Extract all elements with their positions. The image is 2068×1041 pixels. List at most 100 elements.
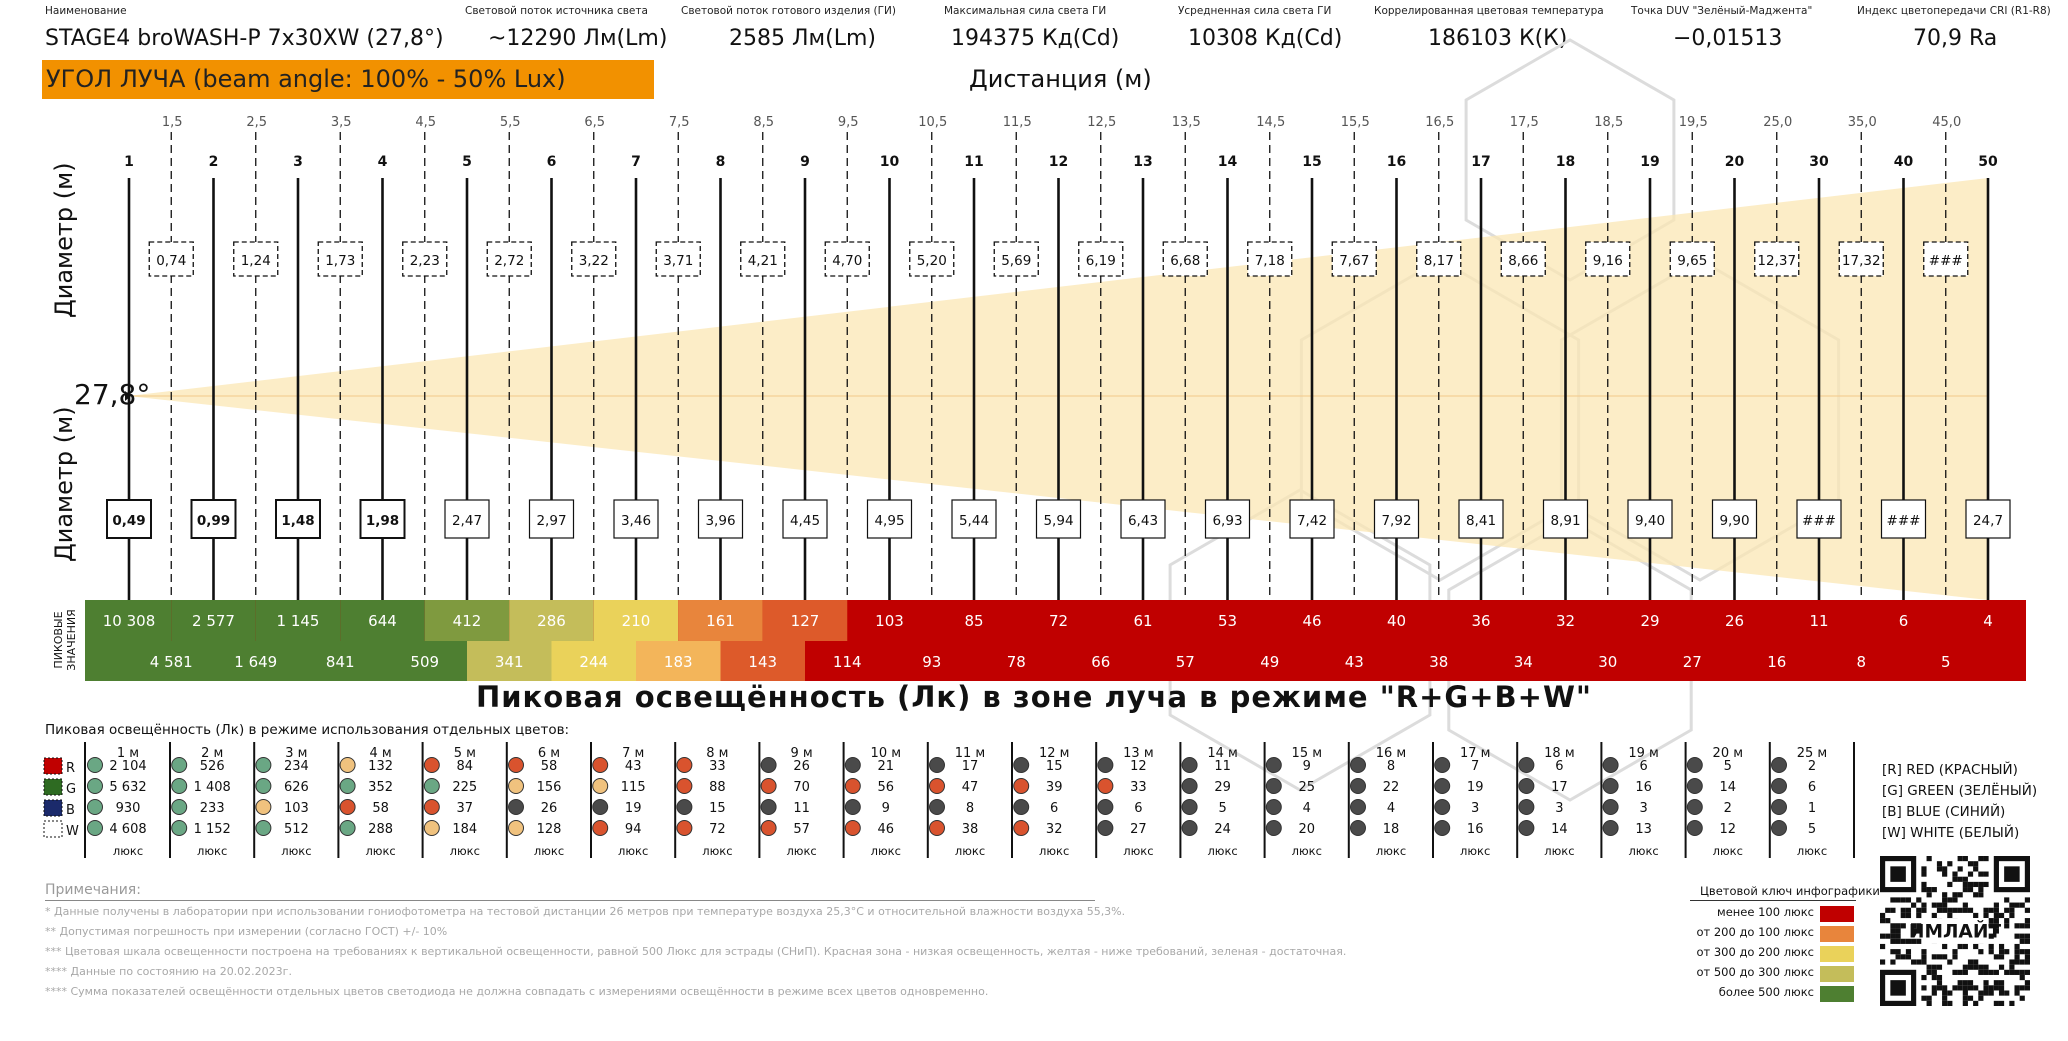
qr-module	[1931, 912, 1937, 919]
peak-segment-bottom	[85, 641, 214, 681]
solid-distance-label: 19	[1640, 154, 1659, 170]
separate-dot	[1265, 778, 1282, 794]
qr-module	[1926, 1000, 1932, 1006]
separate-value: 21	[878, 759, 895, 774]
solid-distance-label: 8	[716, 154, 726, 170]
qr-module	[2004, 907, 2010, 913]
qr-module	[1962, 964, 1968, 970]
separate-dot	[171, 799, 188, 815]
separate-unit: люкс	[113, 844, 143, 858]
separate-value: 6	[1050, 801, 1058, 816]
solid-diameter-value: 0,99	[197, 513, 230, 529]
dashed-distance-label: 7,5	[669, 115, 690, 130]
separate-distance-label: 25 м	[1797, 746, 1827, 761]
separate-dot	[1265, 799, 1282, 815]
qr-module	[1931, 964, 1937, 970]
solid-distance-label: 18	[1556, 154, 1575, 170]
dashed-diameter-box	[486, 241, 532, 277]
separate-dot	[1771, 820, 1787, 836]
solid-diameter-box	[866, 499, 913, 539]
qr-module	[1967, 861, 1974, 867]
solid-diameter-box	[1796, 499, 1842, 539]
qr-module	[2019, 923, 2025, 929]
peak-side-label: ПИКОВЫЕ	[52, 611, 65, 668]
qr-module	[1993, 912, 1999, 919]
qr-module	[1978, 990, 1984, 996]
qr-module	[1900, 923, 1906, 929]
separate-value: 6	[1808, 780, 1816, 795]
separate-distance-label: 2 м	[201, 746, 223, 761]
qr-module	[1921, 995, 1927, 1001]
qr-module	[1998, 1000, 2005, 1006]
qr-module	[1942, 907, 1948, 913]
peak-value-solid: 644	[368, 612, 397, 630]
qr-module	[1962, 907, 1968, 913]
peak-value-dashed: 183	[664, 653, 693, 671]
separate-dot	[592, 778, 609, 794]
dashed-distance-label: 18,5	[1594, 115, 1623, 130]
separate-dot	[676, 799, 693, 815]
dashed-diameter-value: 12,37	[1757, 253, 1796, 269]
qr-module	[1936, 964, 1943, 970]
qr-module	[1973, 964, 1979, 970]
qr-module	[1988, 933, 1994, 939]
qr-module	[1890, 923, 1896, 929]
note-4: **** Данные по состоянию на 20.02.2023г.	[45, 965, 292, 978]
channel-swatch	[43, 799, 63, 817]
separate-unit: люкс	[1797, 844, 1827, 858]
dashed-distance-label: 6,5	[584, 115, 605, 130]
separate-dot	[255, 757, 272, 773]
qr-module	[1967, 959, 1974, 965]
channel-swatch	[43, 820, 63, 838]
separate-dot	[1181, 820, 1198, 836]
separate-dot	[423, 799, 440, 815]
color-key-swatch	[1820, 966, 1854, 982]
qr-logo-bg	[1921, 918, 1989, 944]
qr-module	[1952, 985, 1958, 991]
qr-module	[1973, 881, 1979, 888]
qr-module	[1957, 856, 1963, 862]
separate-dot	[592, 820, 609, 836]
color-key-row: более 500 люкс	[1718, 985, 1814, 999]
qr-module	[1947, 897, 1953, 903]
qr-module	[1993, 954, 1999, 960]
stat-value-cri: 70,9 Ra	[1913, 26, 1998, 51]
qr-module	[2014, 990, 2020, 996]
dashed-diameter-box	[740, 241, 786, 277]
qr-module	[1998, 912, 2005, 919]
name-label: Наименование	[45, 5, 127, 17]
separate-dot	[1013, 778, 1030, 794]
separate-value: 33	[1130, 780, 1147, 795]
qr-module	[1895, 933, 1901, 939]
qr-module	[1921, 881, 1927, 888]
solid-distance-label: 15	[1302, 154, 1321, 170]
dashed-diameter-box	[1078, 241, 1124, 277]
qr-module	[2009, 902, 2015, 908]
qr-module	[1947, 907, 1953, 913]
qr-module	[1952, 954, 1958, 960]
separate-dot	[760, 799, 777, 815]
separate-value: 11	[1214, 759, 1231, 774]
qr-module	[1967, 871, 1974, 877]
separate-value: 88	[709, 780, 726, 795]
solid-distance-label: 12	[1049, 154, 1068, 170]
solid-diameter-value: 8,41	[1466, 513, 1496, 529]
peak-value-solid: 46	[1302, 612, 1321, 630]
peak-value-solid: 1 145	[277, 612, 320, 630]
dashed-diameter-box	[571, 241, 617, 277]
watermark-hexagon	[1447, 518, 1693, 802]
qr-module	[1967, 881, 1974, 888]
qr-module	[2014, 902, 2020, 908]
solid-distance-label: 30	[1809, 154, 1829, 170]
separate-dot	[339, 799, 356, 815]
qr-module	[1983, 881, 1989, 888]
qr-module	[1931, 887, 1937, 893]
qr-module	[1947, 990, 1953, 996]
qr-module	[1890, 928, 1896, 934]
qr-module	[1993, 907, 1999, 913]
qr-module	[2009, 907, 2015, 913]
separate-unit: люкс	[1713, 844, 1743, 858]
separate-value: 5 632	[109, 780, 146, 795]
separate-value: 47	[962, 780, 979, 795]
